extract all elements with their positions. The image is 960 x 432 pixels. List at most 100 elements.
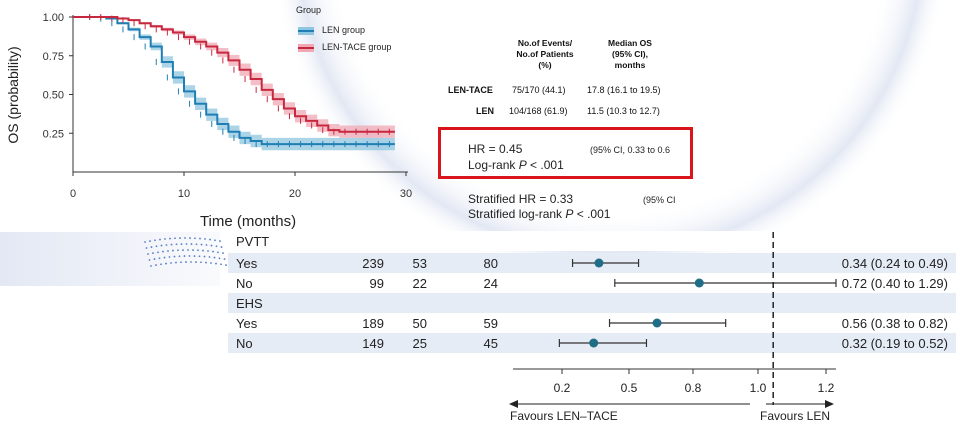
decorative-dot [162, 250, 164, 253]
decorative-dot [165, 244, 168, 246]
table-row-median: 11.5 (10.3 to 12.7) [587, 106, 660, 116]
favours-left-label: Favours LEN–TACE [510, 409, 618, 423]
decorative-dot [205, 244, 208, 246]
decorative-dot [155, 264, 157, 266]
y-tick-label: 0.75 [43, 51, 64, 63]
row-n1: 99 [370, 276, 384, 291]
row-band [228, 313, 956, 333]
x-tick-label: 10 [178, 188, 190, 200]
decorative-dot [168, 256, 171, 258]
decorative-dot [150, 246, 153, 248]
hr-value: HR = 0.45 [468, 142, 523, 156]
table-row-events: 104/168 (61.9) [509, 106, 568, 116]
hr-point [694, 278, 704, 288]
row-ci-text: 0.32 (0.19 to 0.52) [842, 336, 948, 351]
row-label: No [236, 336, 253, 351]
row-n3: 80 [484, 256, 498, 271]
decorative-dot [174, 237, 176, 240]
decorative-dot [163, 256, 166, 259]
decorative-dot [225, 264, 227, 266]
decorative-dot [209, 238, 211, 241]
row-band [228, 273, 956, 293]
decorative-dot [220, 246, 223, 248]
decorative-dot [175, 261, 177, 264]
x-tick-label: 20 [289, 188, 301, 200]
decorative-dot [215, 262, 217, 265]
decorative-dot [199, 237, 201, 240]
table-row-median: 17.8 (16.1 to 19.5) [587, 85, 661, 95]
group-header-band [228, 231, 956, 251]
decorative-dot [157, 251, 159, 254]
group-label: PVTT [236, 234, 269, 249]
hr-ci: (95% CI, 0.33 to 0.6 [590, 145, 671, 155]
decorative-dot [172, 249, 174, 252]
table-row-group: LEN [476, 106, 494, 116]
decorative-dot [220, 263, 222, 266]
survival-curve-len-tace [73, 16, 395, 133]
decorative-dot [159, 238, 161, 241]
row-n2: 22 [413, 276, 427, 291]
decorative-dot [214, 239, 216, 242]
favours-right-arrowhead [825, 400, 834, 408]
legend-swatch-len-tace [298, 44, 314, 52]
row-n3: 24 [484, 276, 498, 291]
decorative-dot [197, 249, 199, 252]
row-n3: 45 [484, 336, 498, 351]
decorative-dot [160, 263, 162, 266]
decorative-dot [185, 243, 188, 245]
decorative-dot [190, 243, 193, 245]
decorative-dot [210, 244, 213, 247]
decorative-dot [149, 240, 151, 242]
decorative-dot [195, 243, 198, 246]
hr-point [652, 318, 662, 328]
decorative-dot [205, 261, 207, 264]
decorative-dot [204, 238, 206, 240]
row-n2: 50 [413, 316, 427, 331]
decorative-dot [200, 261, 202, 264]
table-row-events: 75/170 (44.1) [512, 85, 566, 95]
decorative-dot [153, 258, 156, 260]
decorative-dot [147, 253, 149, 255]
row-n1: 149 [362, 336, 384, 351]
decorative-dot [150, 265, 152, 267]
decorative-dot [185, 261, 187, 263]
decorative-dot [198, 255, 201, 258]
favours-left-arrowhead [509, 400, 518, 408]
decorative-dot [188, 255, 191, 257]
forest-tick-label: 1.0 [750, 381, 767, 395]
decorative-dot [189, 237, 191, 239]
decorative-dot [165, 262, 167, 265]
decorative-dot [152, 252, 154, 254]
logrank-text: Log-rank P < .001 [468, 158, 564, 172]
x-axis-label: Time (months) [200, 213, 296, 230]
decorative-dot [203, 255, 206, 258]
decorative-dot [202, 249, 204, 252]
y-tick-label: 1.00 [43, 12, 64, 24]
decorative-dot [180, 243, 183, 245]
row-n2: 25 [413, 336, 427, 351]
stratified-logrank-text: Stratified log-rank P < .001 [468, 207, 611, 221]
stratified-hr: Stratified HR = 0.33 [468, 192, 574, 206]
favours-right-label: Favours LEN [760, 409, 830, 423]
forest-tick-label: 1.2 [818, 381, 835, 395]
decorative-dot [207, 250, 209, 252]
decorative-dot [194, 237, 196, 240]
x-tick-label: 30 [400, 188, 412, 200]
forest-tick-label: 0.8 [685, 381, 702, 395]
decorative-dot [177, 249, 179, 252]
forest-tick-label: 0.2 [554, 381, 571, 395]
legend-swatch-len [298, 27, 314, 35]
decorative-dot [182, 249, 184, 251]
row-label: Yes [236, 256, 258, 271]
decorative-dot [154, 239, 156, 242]
decorative-dot [187, 249, 189, 251]
table-header-median: Median OS (95% CI), months [608, 38, 652, 70]
y-tick-label: 0.25 [43, 128, 64, 140]
decorative-dot [200, 243, 203, 246]
decorative-dot [213, 256, 216, 259]
decorative-dot [148, 259, 151, 261]
decorative-dot [170, 243, 173, 246]
